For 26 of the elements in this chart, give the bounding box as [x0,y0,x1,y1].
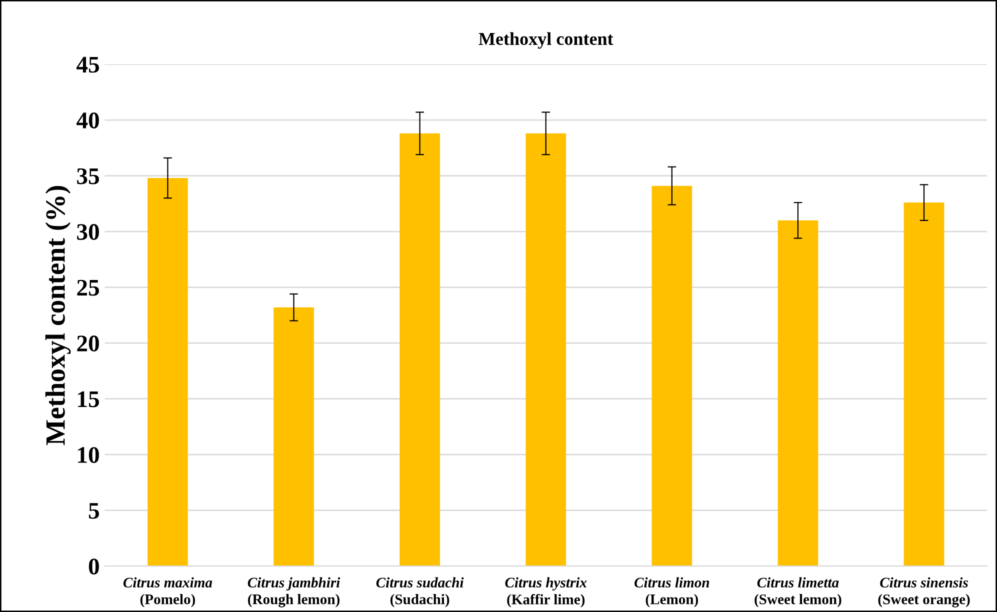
x-tick-label: Citrus maxima (Pomelo) [123,577,212,608]
x-tick-label: Citrus hystrix (Kaffir lime) [505,577,587,608]
y-axis-title: Methoxyl content (%) [45,186,71,446]
y-tick-label: 0 [88,558,99,575]
bar [778,220,818,566]
y-tick-label: 15 [78,391,99,408]
x-tick-label: Citrus sudachi (Sudachi) [376,577,464,608]
bar [652,186,692,566]
y-tick-label: 45 [76,56,99,73]
y-tick-label: 40 [76,112,99,128]
y-tick-label: 30 [77,224,99,240]
y-tick-label: 5 [88,503,99,519]
y-tick-label: 20 [77,336,99,352]
x-tick-label: Citrus limon (Lemon) [634,577,710,608]
y-tick-label: 25 [77,280,99,296]
chart-title: Methoxyl content [478,32,614,49]
y-tick-label: 10 [78,447,99,464]
x-tick-label: Citrus sinensis (Sweet orange) [878,577,970,608]
x-tick-label: Citrus limetta (Sweet lemon) [754,577,842,608]
bar [526,133,566,566]
bar [274,307,314,566]
bar [148,178,188,566]
bar [400,133,440,566]
y-tick-label: 35 [77,168,99,184]
bar [904,202,944,566]
x-tick-label: Citrus jambhiri (Rough lemon) [248,577,340,608]
